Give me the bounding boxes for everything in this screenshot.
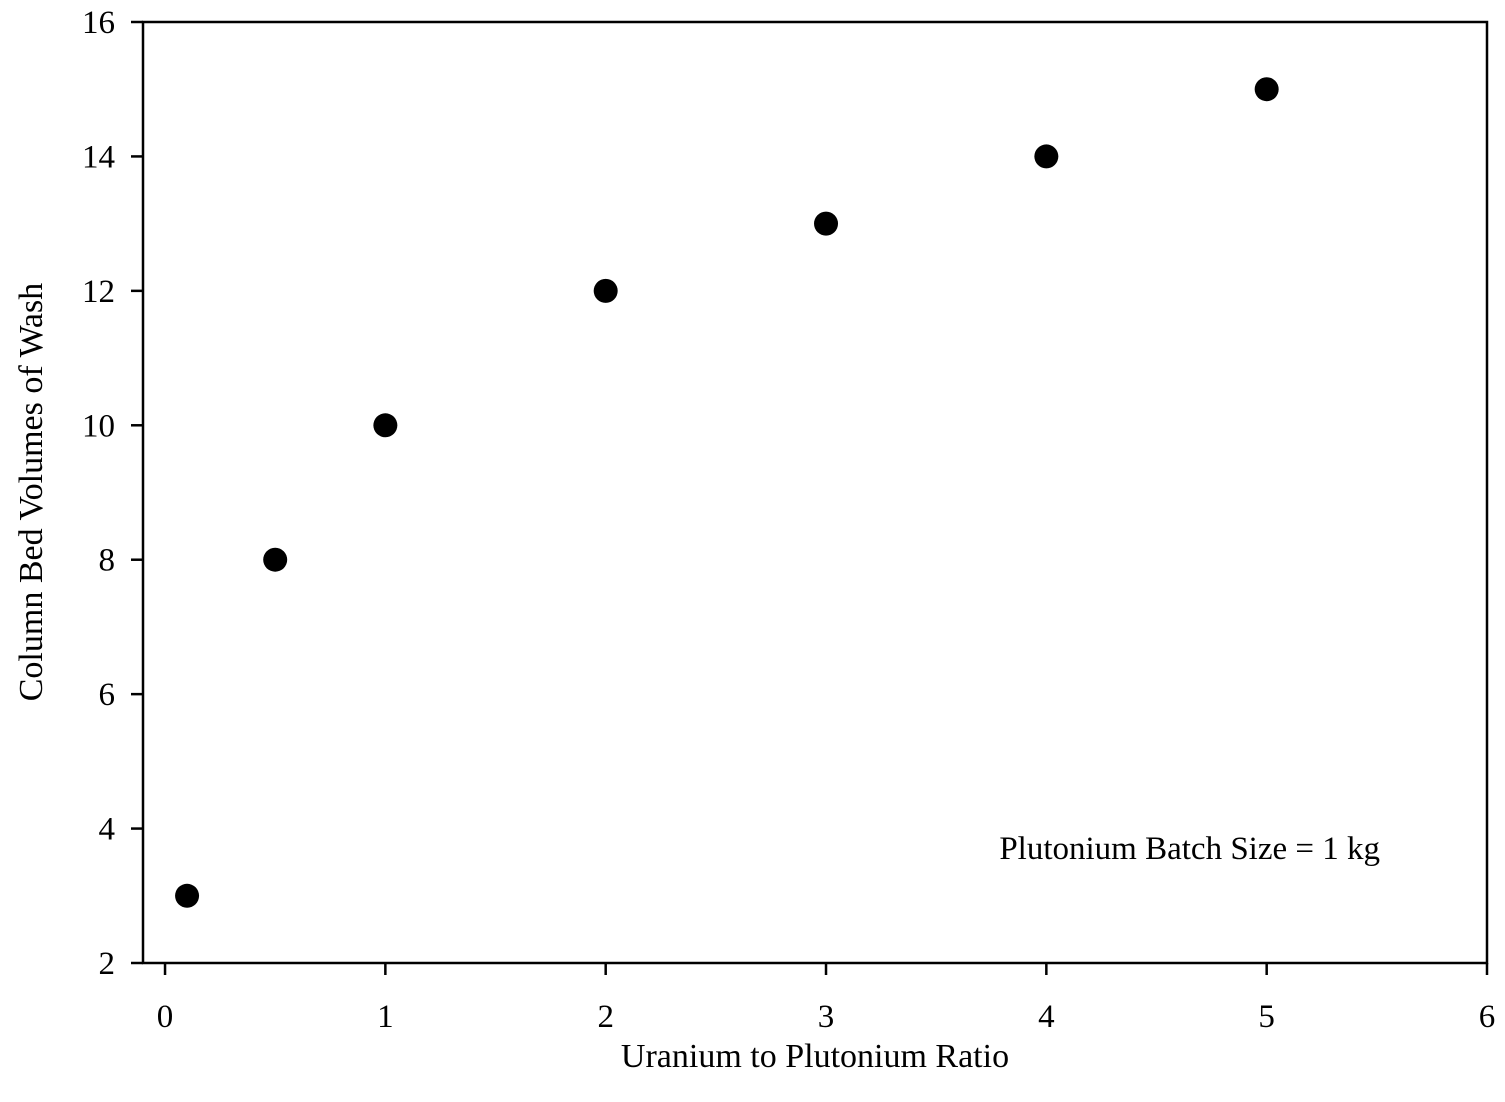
y-tick-label: 2 (99, 946, 116, 982)
data-point (593, 278, 618, 303)
data-point (175, 883, 200, 908)
annotation-batch-size: Plutonium Batch Size = 1 kg (999, 831, 1380, 867)
x-axis-label: Uranium to Plutonium Ratio (621, 1038, 1009, 1075)
x-tick-label: 1 (377, 999, 394, 1035)
data-point (814, 211, 839, 236)
y-tick-label: 14 (82, 139, 115, 175)
x-tick-label: 4 (1038, 999, 1055, 1035)
data-point (1034, 144, 1059, 169)
data-point (373, 413, 398, 438)
plot-area (141, 20, 1489, 965)
y-axis-label: Column Bed Volumes of Wash (13, 283, 50, 702)
y-tick-label: 4 (99, 812, 116, 848)
data-points (175, 77, 1279, 908)
x-tick-label: 0 (157, 999, 174, 1035)
x-axis-ticks: 0 1 2 3 4 5 6 (157, 963, 1495, 1035)
x-tick-label: 5 (1258, 999, 1275, 1035)
data-point (1254, 77, 1279, 102)
y-tick-label: 10 (82, 408, 115, 444)
data-point (263, 547, 288, 572)
y-axis-ticks: 2 4 6 8 10 12 14 16 (82, 5, 143, 982)
x-tick-label: 2 (597, 999, 614, 1035)
y-tick-label: 12 (82, 274, 115, 310)
x-tick-label: 3 (818, 999, 835, 1035)
y-tick-label: 8 (99, 543, 116, 579)
y-tick-label: 6 (99, 677, 116, 713)
y-tick-label: 16 (82, 5, 115, 41)
x-tick-label: 6 (1479, 999, 1496, 1035)
plot-frame (141, 20, 1489, 965)
